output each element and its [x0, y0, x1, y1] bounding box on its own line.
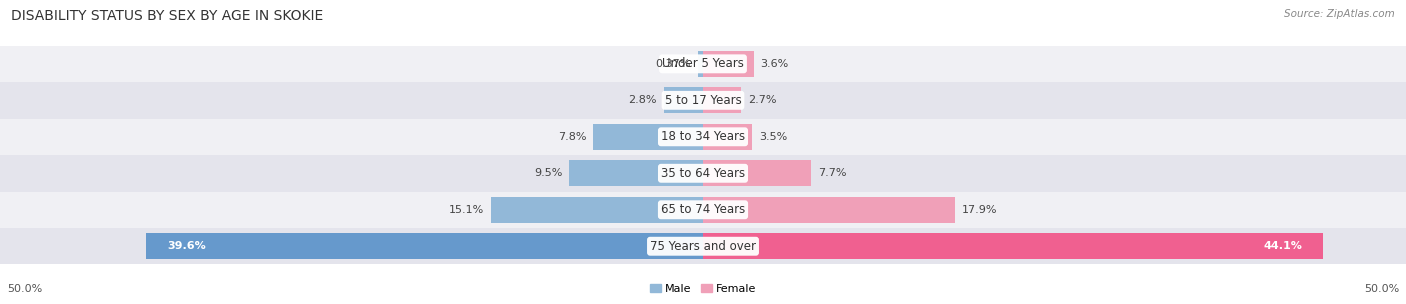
Bar — [703, 160, 811, 186]
Legend: Male, Female: Male, Female — [645, 279, 761, 299]
Text: 2.7%: 2.7% — [748, 95, 776, 105]
Bar — [703, 87, 741, 113]
Bar — [569, 160, 703, 186]
Bar — [0, 46, 1406, 82]
Text: 65 to 74 Years: 65 to 74 Years — [661, 203, 745, 216]
Text: 3.6%: 3.6% — [761, 59, 789, 69]
Text: 7.8%: 7.8% — [558, 132, 586, 142]
Bar — [697, 51, 703, 77]
Bar — [664, 87, 703, 113]
Bar — [0, 155, 1406, 192]
Bar — [0, 82, 1406, 119]
Bar — [703, 51, 754, 77]
Text: 2.8%: 2.8% — [628, 95, 657, 105]
Text: 50.0%: 50.0% — [1364, 284, 1399, 294]
Bar — [703, 233, 1323, 259]
Bar — [703, 197, 955, 223]
Text: 5 to 17 Years: 5 to 17 Years — [665, 94, 741, 107]
Text: 18 to 34 Years: 18 to 34 Years — [661, 130, 745, 143]
Text: Under 5 Years: Under 5 Years — [662, 57, 744, 70]
Bar — [146, 233, 703, 259]
Text: 75 Years and over: 75 Years and over — [650, 240, 756, 253]
Bar — [0, 192, 1406, 228]
Text: 17.9%: 17.9% — [962, 205, 997, 215]
Bar — [703, 124, 752, 150]
Bar — [593, 124, 703, 150]
Text: 35 to 64 Years: 35 to 64 Years — [661, 167, 745, 180]
Text: 50.0%: 50.0% — [7, 284, 42, 294]
Text: 9.5%: 9.5% — [534, 168, 562, 178]
Text: 39.6%: 39.6% — [167, 241, 207, 251]
Bar — [491, 197, 703, 223]
Text: DISABILITY STATUS BY SEX BY AGE IN SKOKIE: DISABILITY STATUS BY SEX BY AGE IN SKOKI… — [11, 9, 323, 23]
Bar — [0, 228, 1406, 264]
Text: 44.1%: 44.1% — [1263, 241, 1302, 251]
Text: 0.37%: 0.37% — [655, 59, 690, 69]
Text: Source: ZipAtlas.com: Source: ZipAtlas.com — [1284, 9, 1395, 19]
Text: 7.7%: 7.7% — [818, 168, 846, 178]
Bar — [0, 119, 1406, 155]
Text: 15.1%: 15.1% — [449, 205, 484, 215]
Text: 3.5%: 3.5% — [759, 132, 787, 142]
